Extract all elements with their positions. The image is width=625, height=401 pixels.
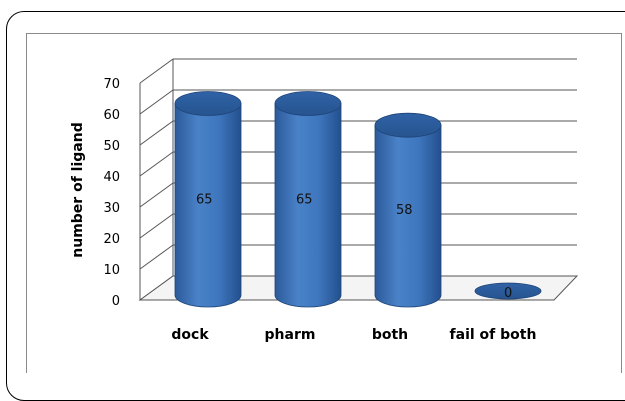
y-tick-label: 10	[103, 263, 120, 278]
y-tick-label: 50	[103, 139, 120, 154]
gridline-depth	[139, 213, 174, 239]
y-tick-label: 70	[103, 77, 120, 92]
bars-layer	[174, 91, 542, 308]
x-tick-label: fail of both	[450, 327, 537, 343]
bar	[374, 124, 442, 308]
x-tick-label: dock	[171, 327, 209, 343]
labels-layer: 0 10 20 30 40 50 60 70 number of ligand 65 dock 65 p…	[70, 77, 536, 343]
page: 0 10 20 30 40 50 60 70 number of ligand 65 dock 65 p…	[6, 11, 625, 401]
gridline-depth	[139, 182, 174, 208]
y-tick-label: 0	[112, 294, 120, 309]
bar	[174, 103, 242, 308]
gridline-depth	[139, 244, 174, 270]
gridline-depth	[139, 89, 174, 115]
y-tick-label: 60	[103, 108, 120, 123]
x-tick-label: both	[372, 327, 408, 343]
bar-top	[274, 91, 342, 116]
bar-top	[474, 282, 542, 300]
y-tick-label: 20	[103, 232, 120, 247]
y-tick-label: 30	[103, 201, 120, 216]
data-label: 65	[196, 192, 213, 207]
x-tick-label: pharm	[265, 327, 316, 343]
y-tick-label: 40	[103, 170, 120, 185]
bar	[274, 103, 342, 308]
bar-top	[374, 112, 442, 138]
bar-top	[174, 91, 242, 116]
gridline-depth	[139, 120, 174, 146]
gridline-depth	[139, 151, 174, 177]
data-label: 65	[296, 192, 313, 207]
data-label: 58	[396, 203, 413, 218]
bar-chart: 0 10 20 30 40 50 60 70 number of ligand 65 dock 65 p…	[70, 58, 579, 343]
data-label: 0	[504, 286, 512, 301]
gridline-depth	[139, 58, 174, 84]
y-axis-title: number of ligand	[70, 122, 86, 257]
